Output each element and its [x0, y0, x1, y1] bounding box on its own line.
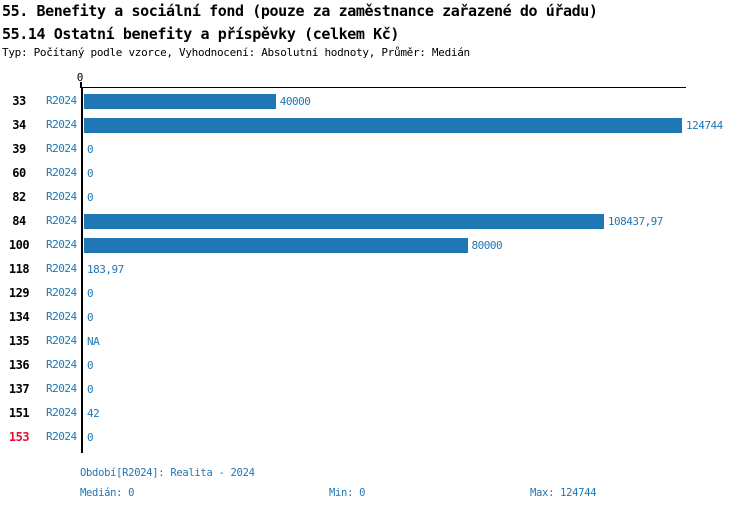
- table-row: 84 R2024 108437,97: [0, 209, 750, 233]
- table-row: 118 R2024 183,97: [0, 257, 750, 281]
- row-period-link[interactable]: R2024: [46, 238, 77, 251]
- row-period-link[interactable]: R2024: [46, 262, 77, 275]
- stat-max-label: Max: 124744: [530, 487, 597, 499]
- y-axis-line: [81, 87, 83, 453]
- row-plot-area: 0: [84, 185, 94, 209]
- bar-value-label: 0: [87, 142, 94, 156]
- x-axis-tick-mark: [80, 82, 82, 88]
- x-axis-line: [81, 87, 686, 88]
- row-period-link[interactable]: R2024: [46, 142, 77, 155]
- row-plot-area: 0: [84, 377, 94, 401]
- bar-value-label: 0: [87, 190, 94, 204]
- row-plot-area: NA: [84, 329, 100, 353]
- row-org-id-label: 39: [12, 142, 26, 156]
- row-org-id-label: 82: [12, 190, 26, 204]
- bar-chart: 33 R2024 40000 34 R2024 124744 39 R2024 …: [0, 89, 750, 449]
- row-org-id-label: 84: [12, 214, 26, 228]
- row-org-id-label: 135: [8, 334, 30, 348]
- table-row: 129 R2024 0: [0, 281, 750, 305]
- row-plot-area: 124744: [84, 113, 723, 137]
- chart-meta-line: Typ: Počítaný podle vzorce, Vyhodnocení:…: [2, 46, 470, 59]
- bar-value-label: 0: [87, 430, 94, 444]
- row-org-id-label: 137: [8, 382, 30, 396]
- bar-value-label: 80000: [471, 238, 503, 252]
- bar-value-label: 40000: [279, 94, 311, 108]
- chart-subtitle-indicator: 55.14 Ostatní benefity a příspěvky (celk…: [2, 25, 400, 43]
- row-plot-area: 0: [84, 281, 94, 305]
- table-row: 137 R2024 0: [0, 377, 750, 401]
- row-org-id-label: 118: [8, 262, 30, 276]
- row-period-link[interactable]: R2024: [46, 118, 77, 131]
- row-org-id-label: 33: [12, 94, 26, 108]
- row-org-id-label: 129: [8, 286, 30, 300]
- bar-value-label: 0: [87, 310, 94, 324]
- row-org-id-label: 134: [8, 310, 30, 324]
- row-org-id-label: 100: [8, 238, 30, 252]
- row-period-link[interactable]: R2024: [46, 310, 77, 323]
- row-plot-area: 42: [84, 401, 100, 425]
- table-row: 100 R2024 80000: [0, 233, 750, 257]
- bar-value-label: 42: [87, 406, 100, 420]
- row-period-link[interactable]: R2024: [46, 286, 77, 299]
- legend-period-label: Období[R2024]: Realita - 2024: [80, 467, 255, 479]
- row-period-link[interactable]: R2024: [46, 190, 77, 203]
- row-plot-area: 0: [84, 425, 94, 449]
- bar-value-label: 0: [87, 166, 94, 180]
- page-title: 55. Benefity a sociální fond (pouze za z…: [2, 2, 598, 20]
- bar-value-label: 0: [87, 286, 94, 300]
- table-row: 153 R2024 0: [0, 425, 750, 449]
- row-plot-area: 108437,97: [84, 209, 663, 233]
- table-row: 82 R2024 0: [0, 185, 750, 209]
- row-plot-area: 0: [84, 353, 94, 377]
- bar-value-label: 183,97: [87, 262, 124, 276]
- row-plot-area: 40000: [84, 89, 311, 113]
- bar-value-label: 0: [87, 382, 94, 396]
- row-plot-area: 183,97: [84, 257, 124, 281]
- bar-value-label: 124744: [686, 118, 723, 132]
- table-row: 33 R2024 40000: [0, 89, 750, 113]
- table-row: 60 R2024 0: [0, 161, 750, 185]
- row-period-link[interactable]: R2024: [46, 406, 77, 419]
- table-row: 39 R2024 0: [0, 137, 750, 161]
- stat-median-label: Medián: 0: [80, 487, 135, 499]
- row-plot-area: 0: [84, 161, 94, 185]
- table-row: 136 R2024 0: [0, 353, 750, 377]
- row-plot-area: 80000: [84, 233, 503, 257]
- row-period-link[interactable]: R2024: [46, 166, 77, 179]
- row-period-link[interactable]: R2024: [46, 214, 77, 227]
- x-axis-zero-tick-label: 0: [76, 71, 84, 84]
- bar[interactable]: [84, 237, 468, 253]
- row-period-link[interactable]: R2024: [46, 382, 77, 395]
- bar[interactable]: [84, 213, 604, 229]
- table-row: 135 R2024 NA: [0, 329, 750, 353]
- bar-value-label: 0: [87, 358, 94, 372]
- bar[interactable]: [84, 93, 276, 109]
- table-row: 134 R2024 0: [0, 305, 750, 329]
- table-row: 34 R2024 124744: [0, 113, 750, 137]
- bar-value-label: 108437,97: [607, 214, 664, 228]
- row-period-link[interactable]: R2024: [46, 94, 77, 107]
- row-plot-area: 0: [84, 137, 94, 161]
- bar[interactable]: [84, 117, 682, 133]
- row-org-id-label: 60: [12, 166, 26, 180]
- row-period-link[interactable]: R2024: [46, 334, 77, 347]
- row-org-id-label: 153: [8, 430, 30, 444]
- row-plot-area: 0: [84, 305, 94, 329]
- row-org-id-label: 34: [12, 118, 26, 132]
- table-row: 151 R2024 42: [0, 401, 750, 425]
- row-org-id-label: 151: [8, 406, 30, 420]
- row-org-id-label: 136: [8, 358, 30, 372]
- bar-value-label: NA: [87, 334, 100, 348]
- stat-min-label: Min: 0: [329, 487, 366, 499]
- row-period-link[interactable]: R2024: [46, 358, 77, 371]
- row-period-link[interactable]: R2024: [46, 430, 77, 443]
